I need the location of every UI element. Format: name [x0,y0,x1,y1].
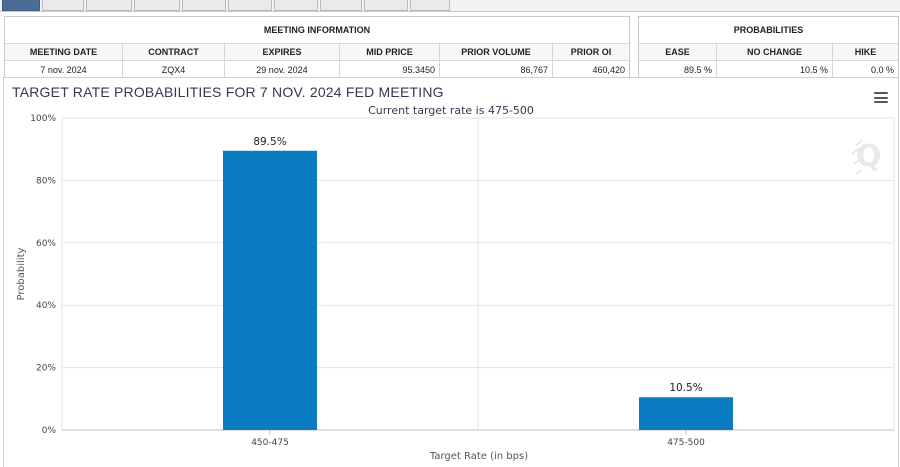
y-tick-label: 80% [36,176,56,186]
prior-oi-value: 460,420 [592,64,625,75]
probabilities-header: PROBABILITIES [639,17,898,44]
col-expires: EXPIRES [225,44,340,60]
meeting-tab-active[interactable] [2,0,40,11]
chart-title: TARGET RATE PROBABILITIES FOR 7 NOV. 202… [12,84,444,100]
meeting-info-column-headers: MEETING DATE CONTRACT EXPIRES MID PRICE … [5,44,629,61]
col-meeting-date: MEETING DATE [5,44,123,60]
y-axis-label: Probability [16,247,27,300]
meeting-tab[interactable] [320,0,362,11]
chart-menu-icon[interactable] [874,92,888,103]
probabilities-column-headers: EASE NO CHANGE HIKE [639,44,898,61]
y-tick-label: 60% [36,239,56,249]
svg-text:Q: Q [856,139,882,174]
y-axis-ticks: 0% 20% 40% 60% 80% 100% [30,114,56,436]
y-tick-label: 100% [30,114,56,124]
mid-price-value: 95.3450 [340,61,440,78]
x-axis-ticks: 450-475 475-500 [251,430,705,448]
col-hike: HIKE [854,47,877,57]
target-rate-chart-panel: TARGET RATE PROBABILITIES FOR 7 NOV. 202… [3,77,899,467]
x-axis-label: Target Rate (in bps) [429,451,528,462]
y-tick-label: 40% [36,301,56,311]
meeting-tab[interactable] [274,0,318,11]
col-mid-price: MID PRICE [340,44,440,60]
meeting-tab[interactable] [228,0,272,11]
col-contract: CONTRACT [123,44,225,60]
meeting-info-row: 7 nov. 2024 ZQX4 29 nov. 2024 95.3450 86… [5,61,629,78]
contract-value: ZQX4 [123,61,225,78]
col-no-change: NO CHANGE [717,44,833,60]
bar-data-label: 89.5% [253,136,286,148]
col-ease: EASE [639,44,717,60]
meeting-date-tabs [0,0,900,12]
x-tick-label: 450-475 [251,438,289,448]
meeting-tab[interactable] [410,0,450,11]
bars: 89.5% 10.5% [223,136,733,430]
chart-subtitle: Current target rate is 475-500 [368,104,534,117]
col-prior-oi: PRIOR OI [570,47,612,57]
probabilities-table: PROBABILITIES EASE NO CHANGE HIKE 89.5 %… [638,16,899,79]
x-tick-label: 475-500 [667,438,705,448]
bar-475-500[interactable] [639,397,733,430]
probabilities-row: 89.5 % 10.5 % 0.0 % [639,61,898,78]
col-prior-volume: PRIOR VOLUME [440,44,553,60]
meeting-information-table: MEETING INFORMATION MEETING DATE CONTRAC… [4,16,630,79]
meeting-date-value: 7 nov. 2024 [5,61,123,78]
meeting-tab[interactable] [134,0,180,11]
meeting-information-header: MEETING INFORMATION [5,17,629,44]
chart-gridlines [61,117,895,431]
hike-value: 0.0 % [870,64,894,75]
meeting-tab[interactable] [364,0,408,11]
no-change-value: 10.5 % [717,61,833,78]
y-tick-label: 0% [42,426,57,436]
bar-chart: Q Current target rate is 475-500 0% 20% 40… [16,104,895,462]
bar-450-475[interactable] [223,150,317,430]
expires-value: 29 nov. 2024 [225,61,340,78]
meeting-tab[interactable] [42,0,84,11]
prior-volume-value: 86,767 [440,61,553,78]
meeting-tab[interactable] [86,0,132,11]
bar-data-label: 10.5% [669,382,702,394]
meeting-tab[interactable] [182,0,226,11]
y-tick-label: 20% [36,364,56,374]
watermark-logo: Q [851,139,882,175]
ease-value: 89.5 % [639,61,717,78]
